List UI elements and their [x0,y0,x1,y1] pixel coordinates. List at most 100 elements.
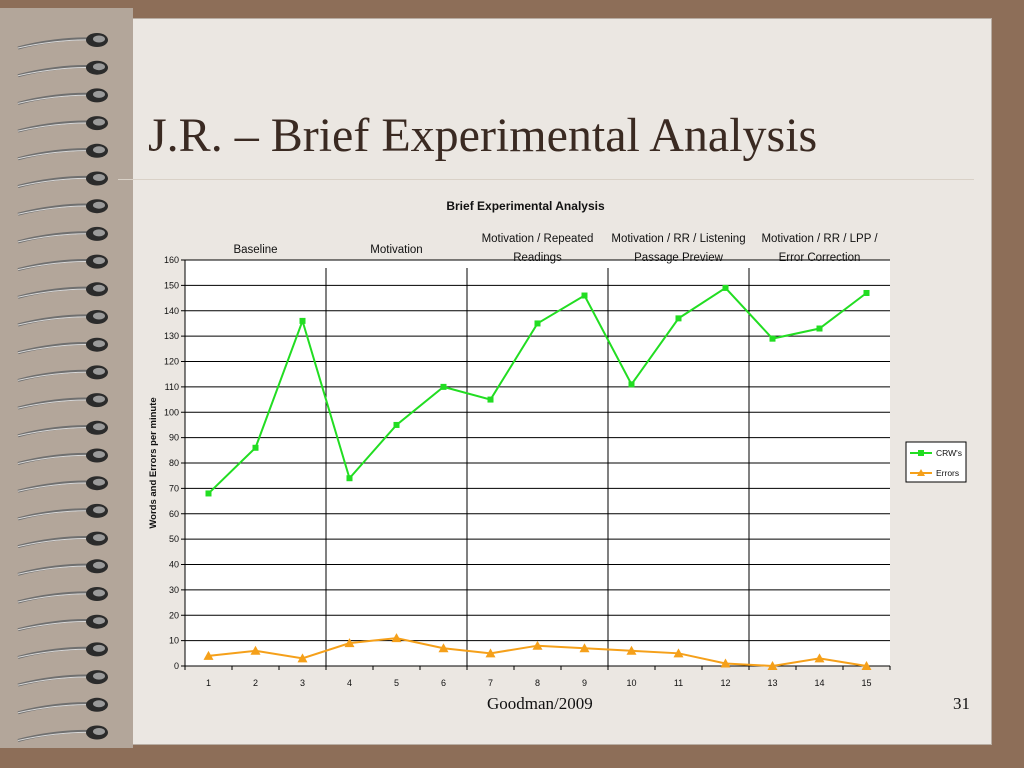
spiral-ring [17,642,108,659]
x-tick-label: 11 [674,678,683,688]
phase-label: Passage Preview [634,252,724,264]
data-point [673,648,684,658]
spiral-ring [17,199,108,216]
data-point [863,289,870,296]
data-point [720,658,731,668]
x-tick-label: 10 [626,678,636,688]
y-tick-label: 70 [169,483,179,493]
data-point [299,317,306,324]
data-point [767,661,778,670]
title-divider [118,179,974,180]
x-tick-label: 6 [441,678,446,688]
data-point [297,653,308,663]
data-point [769,335,776,342]
x-tick-label: 8 [535,678,540,688]
data-point [487,396,494,403]
data-point [581,292,588,299]
spiral-ring [17,559,108,576]
y-tick-label: 110 [165,382,179,392]
data-point [250,645,261,655]
data-point [391,633,402,643]
slide-title: J.R. – Brief Experimental Analysis [148,109,818,162]
y-tick-label: 20 [169,610,179,620]
phase-label: Motivation / RR / Listening [611,233,745,245]
legend-label: CRW's [936,448,962,458]
legend-marker [918,450,924,456]
x-tick-label: 1 [206,678,211,688]
data-point [346,475,353,482]
y-tick-label: 50 [169,534,179,544]
footer-text: Goodman/2009 [487,694,593,713]
x-tick-label: 5 [394,678,399,688]
data-point [626,645,637,655]
data-point [675,315,682,322]
data-point [203,650,214,660]
spiral-ring [17,725,108,742]
spiral-ring [17,587,108,604]
y-tick-label: 10 [169,636,179,646]
phase-label: Baseline [233,244,277,256]
spiral-ring [17,310,108,327]
x-tick-label: 9 [582,678,587,688]
spiral-ring [17,282,108,299]
x-tick-label: 13 [767,678,777,688]
spiral-ring [17,614,108,632]
y-tick-label: 90 [169,433,179,443]
x-tick-label: 4 [347,678,352,688]
data-point [628,381,635,388]
spiral-ring [17,448,108,465]
spiral-ring [17,337,108,355]
y-tick-label: 80 [169,458,179,468]
data-point [722,284,729,291]
phase-label: Readings [513,252,562,264]
x-tick-label: 12 [720,678,730,688]
data-point [861,661,872,670]
spiral-ring [17,697,108,715]
y-tick-label: 30 [169,585,179,595]
data-point [393,421,400,428]
chart-title: Brief Experimental Analysis [446,199,605,213]
spiral-ring [17,503,108,521]
x-tick-label: 2 [253,678,258,688]
phase-label: Motivation / Repeated [482,233,594,245]
x-tick-label: 7 [488,678,493,688]
y-tick-label: 140 [164,306,179,316]
data-point [205,490,212,497]
y-axis-label: Words and Errors per minute [148,397,159,528]
data-point [252,444,259,451]
data-point [344,638,355,648]
y-tick-label: 60 [169,509,179,519]
data-point [532,640,543,650]
spiral-ring [17,365,108,382]
data-point [816,325,823,332]
spiral-ring [17,60,108,78]
phase-label: Error Correction [779,252,861,264]
spiral-ring [17,531,108,549]
spiral-ring [17,171,108,188]
x-tick-label: 14 [814,678,824,688]
legend-marker [917,469,925,476]
phase-label: Motivation [370,244,422,256]
spiral-ring [17,476,108,493]
spiral-ring [17,33,108,50]
spiral-ring [17,116,108,133]
spiral-ring [17,670,108,687]
legend: CRW's Errors [905,441,967,483]
data-point [534,320,541,327]
y-tick-label: 100 [164,407,179,417]
data-point [579,643,590,653]
spiral-ring [17,254,108,272]
y-tick-label: 40 [169,560,179,570]
spiral-binding-icon [17,33,108,742]
data-point [438,643,449,653]
y-tick-label: 0 [174,661,179,671]
spiral-ring [17,420,108,438]
page-number: 31 [953,694,970,713]
y-tick-label: 150 [164,280,179,290]
data-point [485,648,496,658]
spiral-ring [17,393,108,410]
phase-label: Motivation / RR / LPP / [761,233,878,245]
spiral-ring [17,143,108,161]
spiral-ring [17,226,108,244]
